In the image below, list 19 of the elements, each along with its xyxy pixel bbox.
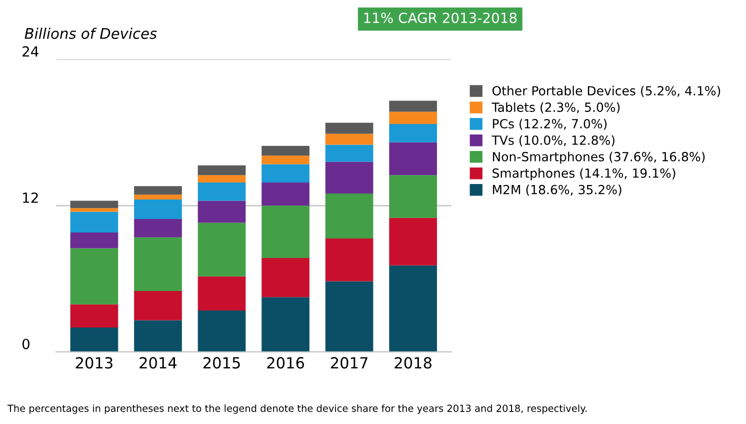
x-tick-label: 2017: [330, 357, 368, 369]
x-tick-label: 2015: [203, 357, 240, 369]
legend-label: PCs (12.2%, 7.0%): [492, 118, 607, 130]
y-tick-label: 24: [22, 46, 38, 56]
legend-label: Other Portable Devices (5.2%, 4.1%): [492, 86, 720, 97]
legend-label: TVs (10.0%, 12.8%): [492, 135, 614, 146]
y-tick-label: 0: [22, 338, 30, 350]
x-tick-label: 2013: [76, 357, 112, 369]
legend-label: Tablets (2.3%, 5.0%): [492, 102, 620, 114]
y-tick-label: 12: [23, 192, 38, 203]
text: The percentages in parentheses next to the legend denote the device share for the years 2013 and 2018, respectively.: [7, 404, 586, 414]
legend-label: M2M (18.6%, 35.2%): [492, 184, 622, 196]
legend-label: Smartphones (14.1%, 19.1%): [492, 168, 676, 180]
text: 11% CAGR 2013-2018: [364, 12, 517, 24]
y-axis-title: Billions of Devices: [24, 28, 157, 39]
x-tick-label: 2018: [394, 357, 432, 369]
x-tick-label: 2016: [267, 357, 304, 369]
x-tick-label: 2014: [140, 357, 177, 369]
legend-label: Non-Smartphones (37.6%, 16.8%): [492, 152, 705, 164]
